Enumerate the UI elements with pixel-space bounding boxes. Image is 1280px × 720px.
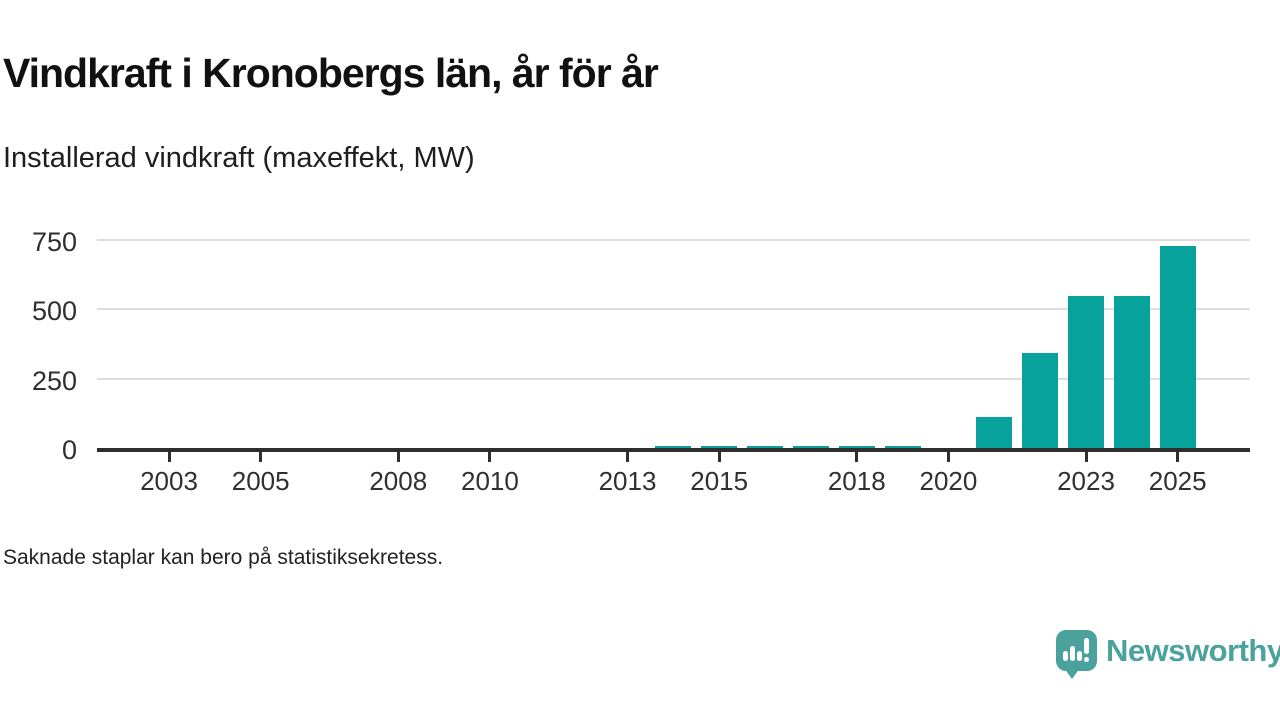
x-tick-2023 (1084, 452, 1088, 462)
x-tick-2018 (855, 452, 859, 462)
footnote: Saknade staplar kan bero på statistiksek… (3, 546, 444, 569)
x-axis-label-2018: 2018 (827, 466, 886, 496)
bar-2014 (655, 445, 692, 448)
y-axis-label-250: 250 (31, 365, 77, 396)
bar-2022 (1022, 352, 1059, 448)
x-axis-label-2005: 2005 (231, 466, 290, 496)
x-axis-label-2013: 2013 (598, 466, 657, 496)
gridline-250 (97, 377, 1250, 380)
bar-2025 (1159, 246, 1196, 448)
x-axis-label-2025: 2025 (1148, 466, 1207, 496)
x-tick-2008 (396, 452, 400, 462)
chart-subtitle: Installerad vindkraft (maxeffekt, MW) (3, 142, 475, 174)
x-tick-2013 (626, 452, 629, 462)
x-axis-label-2010: 2010 (461, 466, 519, 496)
bar-2018 (838, 445, 875, 448)
x-tick-2003 (167, 452, 171, 462)
x-tick-2005 (259, 452, 263, 462)
y-axis-label-500: 500 (31, 296, 77, 327)
bar-2016 (747, 445, 784, 448)
x-axis-label-2008: 2008 (369, 466, 428, 496)
logo-bar-icon (1063, 651, 1068, 661)
logo-exclamation-icon (1084, 638, 1089, 654)
chart-title: Vindkraft i Kronobergs län, år för år (3, 50, 659, 96)
x-tick-2025 (1176, 452, 1180, 462)
bar-2017 (792, 445, 829, 448)
x-tick-2015 (717, 452, 721, 462)
logo-bar-icon (1070, 646, 1075, 661)
gridline-750 (97, 239, 1250, 241)
bar-2024 (1113, 296, 1150, 448)
newsworthy-logo-icon (1056, 630, 1097, 671)
y-axis-label-0: 0 (61, 435, 77, 465)
bar-2015 (701, 445, 738, 448)
bar-2019 (884, 445, 921, 448)
x-axis-line (97, 448, 1250, 452)
newsworthy-logo-text: Newsworthy (1106, 633, 1280, 668)
x-tick-2020 (946, 452, 950, 462)
x-axis-label-2003: 2003 (140, 466, 198, 496)
x-axis-label-2023: 2023 (1057, 466, 1115, 496)
y-axis-label-750: 750 (31, 227, 77, 257)
bar-2023 (1068, 296, 1104, 448)
x-axis-label-2020: 2020 (919, 466, 978, 496)
logo-bar-icon (1077, 651, 1082, 661)
x-tick-2010 (488, 452, 492, 462)
logo-exclamation-dot-icon (1084, 657, 1089, 662)
x-axis-label-2015: 2015 (690, 466, 749, 496)
logo-speech-tail (1064, 668, 1080, 679)
bar-2021 (976, 416, 1013, 448)
gridline-500 (97, 308, 1250, 311)
